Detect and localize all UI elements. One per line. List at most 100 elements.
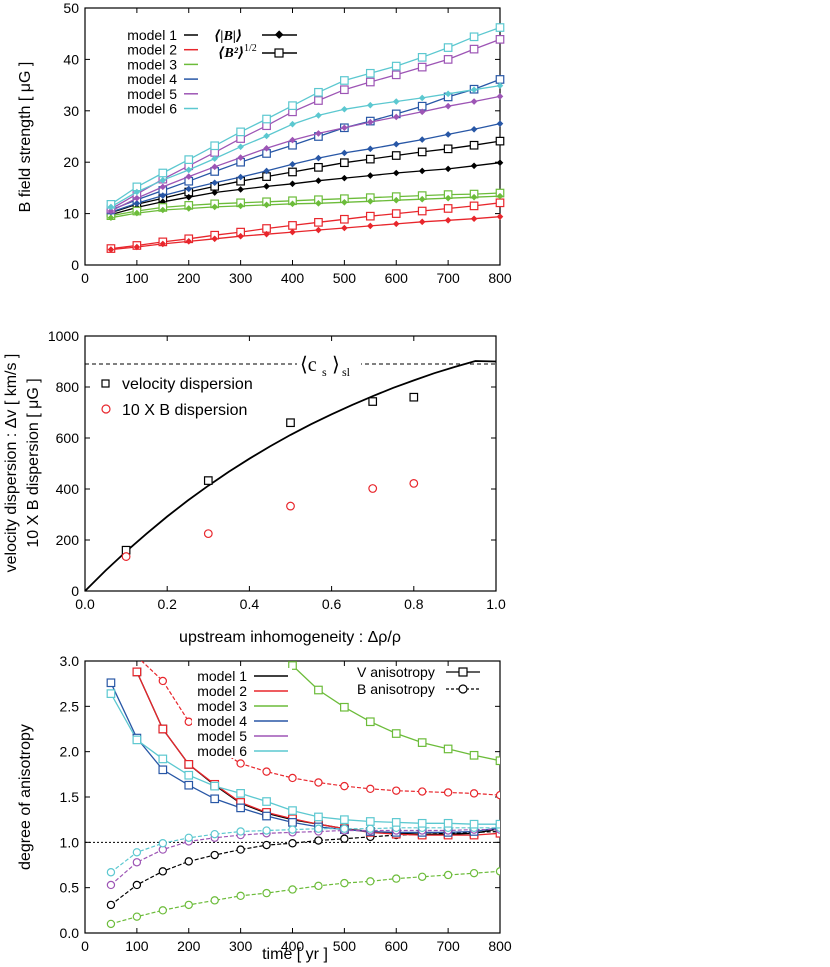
x-axis-label: upstream inhomogeneity : Δρ/ρ <box>179 629 401 646</box>
data-point-rms-b <box>495 198 505 208</box>
y-tick-label: 0.5 <box>60 880 80 896</box>
data-point-v-anisotropy <box>184 780 194 790</box>
data-point-abs-b <box>367 197 374 205</box>
legend-background <box>192 713 292 728</box>
x-tick-label: 0 <box>81 270 89 286</box>
data-point-v-anisotropy <box>469 750 479 760</box>
data-point-abs-b <box>263 167 270 175</box>
data-point-b-anisotropy <box>132 848 142 857</box>
data-point-abs-b <box>237 186 244 193</box>
data-point-b-anisotropy <box>236 759 245 768</box>
y-tick-label: 20 <box>63 154 79 170</box>
data-point-abs-b <box>289 136 296 144</box>
y-tick-label: 600 <box>56 430 80 446</box>
legend-background <box>192 743 292 758</box>
axis-ticks: 0 100 200 300 400 500 600 700 800 0 10 20 30 40 50 <box>63 0 511 286</box>
legend-label: model 6 <box>197 743 247 759</box>
data-point-abs-b <box>315 177 322 185</box>
data-point-abs-b <box>444 131 452 138</box>
legend-circle-marker <box>101 404 111 414</box>
data-point-abs-b <box>133 194 141 202</box>
data-point-abs-b <box>367 145 374 153</box>
data-point-b-anisotropy <box>366 877 375 886</box>
x-tick-label: 200 <box>177 938 201 954</box>
x-tick-label: 0.4 <box>240 596 260 612</box>
series-line-abs-b <box>110 84 501 208</box>
data-point-rms-b <box>340 76 349 85</box>
legend-diamond-marker <box>274 30 284 39</box>
y-tick-label: 10 <box>63 206 79 222</box>
data-point-b-anisotropy <box>184 857 193 866</box>
data-point-b-anisotropy <box>340 834 349 843</box>
label-open: ⟨c <box>300 354 317 376</box>
series-line-rms-b <box>110 140 501 214</box>
data-point-v-anisotropy <box>495 819 500 829</box>
data-point-v-anisotropy <box>132 667 142 677</box>
data-point-abs-b <box>444 90 452 98</box>
y-tick-label: 800 <box>56 379 80 395</box>
data-point-abs-b <box>367 101 374 109</box>
data-point-abs-b <box>341 105 348 113</box>
data-point-b-anisotropy <box>340 781 349 791</box>
legend-label: model 5 <box>127 86 177 102</box>
data-point-abs-b <box>289 180 296 188</box>
data-point-abs-b <box>470 215 478 223</box>
series-line-rms-b <box>110 202 501 250</box>
data-point-rms-b <box>469 140 479 150</box>
label-sub: s <box>322 365 327 379</box>
data-point-b-anisotropy <box>158 676 168 686</box>
data-point-abs-b <box>341 198 348 206</box>
series-line-abs-b <box>110 216 501 251</box>
data-point-v-anisotropy <box>314 812 323 822</box>
series-line-abs-b <box>110 122 501 213</box>
data-point-b-anisotropy <box>106 880 116 890</box>
x-tick-label: 400 <box>281 270 305 286</box>
data-point-abs-b <box>496 93 504 100</box>
data-point-rms-b <box>184 155 194 164</box>
data-point-v-anisotropy <box>288 661 297 670</box>
data-point-b-anisotropy <box>184 717 193 726</box>
data-point-v-anisotropy <box>158 754 168 764</box>
data-point-b-anisotropy <box>314 778 323 787</box>
data-point-b-anisotropy <box>417 787 427 796</box>
data-point-abs-b <box>289 200 296 208</box>
y-tick-label: 30 <box>63 103 79 119</box>
data-point-abs-b <box>444 194 452 202</box>
data-point-abs-b <box>263 230 270 238</box>
data-point-abs-b <box>159 183 167 191</box>
panel-dispersion: 0.0 0.2 0.4 0.6 0.8 1.0 0 200 400 600 800 1000 velo… <box>3 328 506 646</box>
x-tick-label: 0 <box>81 938 89 954</box>
data-point-abs-b <box>470 193 478 201</box>
data-point-rms-b <box>391 151 401 160</box>
data-point-b-anisotropy <box>469 868 479 878</box>
data-point-b-anisotropy <box>236 827 245 836</box>
label-background <box>297 352 361 374</box>
data-point-abs-b <box>496 120 504 127</box>
legend-label: model 3 <box>127 56 177 72</box>
data-point-b-anisotropy <box>366 784 375 794</box>
data-point-abs-b <box>470 162 478 170</box>
data-point-rms-b <box>443 144 453 154</box>
data-point-b-anisotropy <box>314 881 323 891</box>
data-point-b-dispersion <box>368 484 378 493</box>
data-point-abs-b <box>418 195 426 203</box>
series-line-v-anisotropy <box>110 693 500 825</box>
data-point-b-anisotropy <box>262 840 271 850</box>
data-point-abs-b <box>341 124 348 132</box>
legend-label: model 1 <box>197 668 247 684</box>
data-point-rms-b <box>417 62 427 72</box>
data-point-rms-b <box>365 77 375 87</box>
data-point-b-anisotropy <box>314 836 323 845</box>
series-line-b-anisotropy <box>110 828 500 886</box>
data-point-rms-b <box>158 168 168 178</box>
data-point-abs-b <box>470 86 478 94</box>
data-point-abs-b <box>315 112 322 119</box>
data-point-abs-b <box>133 243 141 251</box>
panel-anisotropy: 0 100 200 300 400 500 600 700 800 0.0 0.5 1.0 1.5 2.0… <box>17 653 512 963</box>
data-point-v-anisotropy <box>236 803 245 813</box>
data-point-abs-b <box>185 238 193 245</box>
y-tick-label: 40 <box>63 51 79 67</box>
data-point-rms-b <box>391 70 401 80</box>
x-tick-label: 700 <box>436 938 460 954</box>
data-point-abs-b <box>133 209 141 217</box>
